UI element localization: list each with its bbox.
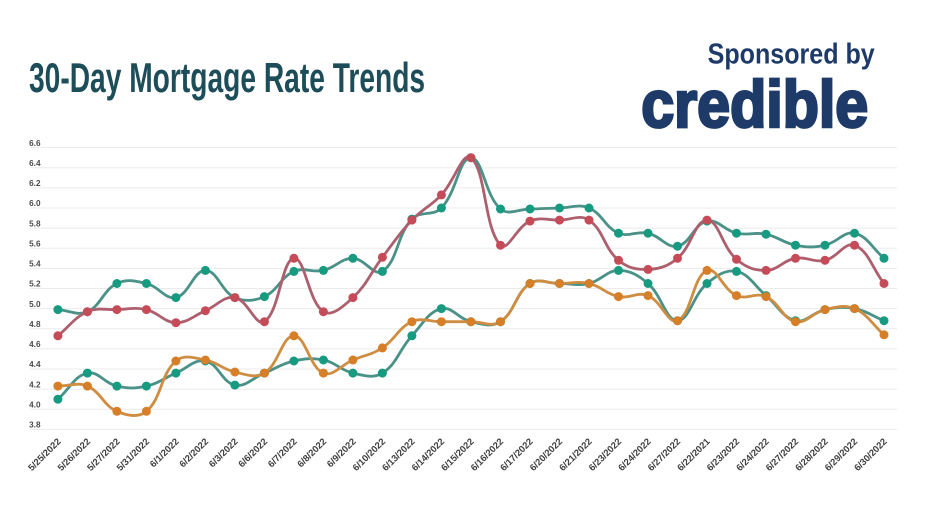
- svg-text:6.4: 6.4: [29, 159, 41, 168]
- svg-text:6.6: 6.6: [29, 139, 41, 148]
- svg-text:4.2: 4.2: [29, 380, 41, 389]
- svg-text:credible: credible: [641, 68, 868, 142]
- svg-text:5.4: 5.4: [29, 260, 41, 269]
- svg-text:6.2: 6.2: [29, 179, 41, 188]
- svg-text:5.2: 5.2: [29, 280, 41, 289]
- svg-text:4.4: 4.4: [29, 360, 41, 369]
- svg-text:5.6: 5.6: [29, 239, 41, 248]
- svg-text:4.6: 4.6: [29, 340, 41, 349]
- svg-text:5.8: 5.8: [29, 219, 41, 228]
- svg-text:4.0: 4.0: [29, 401, 41, 410]
- svg-text:Sponsored by: Sponsored by: [708, 38, 875, 70]
- svg-text:30-Day Mortgage Rate Trends: 30-Day Mortgage Rate Trends: [29, 54, 425, 101]
- svg-text:4.8: 4.8: [29, 320, 41, 329]
- svg-text:5.0: 5.0: [29, 300, 41, 309]
- svg-text:6.0: 6.0: [29, 199, 41, 208]
- svg-text:3.8: 3.8: [29, 421, 41, 430]
